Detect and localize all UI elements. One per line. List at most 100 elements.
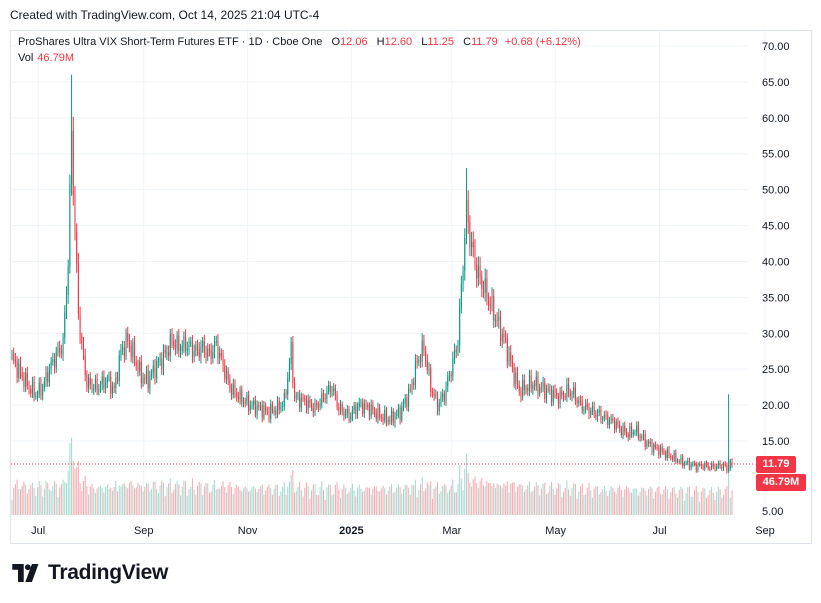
candle[interactable] <box>668 445 670 459</box>
candle[interactable] <box>687 457 689 466</box>
candle[interactable] <box>249 400 251 415</box>
candle[interactable] <box>149 370 151 395</box>
candle[interactable] <box>135 355 137 371</box>
tradingview-brand[interactable]: TradingView <box>12 561 168 585</box>
candle[interactable] <box>288 357 290 382</box>
candle[interactable] <box>93 383 95 395</box>
candle[interactable] <box>673 450 675 463</box>
candle[interactable] <box>353 401 355 414</box>
candle[interactable] <box>236 388 238 402</box>
candle[interactable] <box>472 231 474 258</box>
candle[interactable] <box>568 377 570 398</box>
candle[interactable] <box>515 367 517 391</box>
candle[interactable] <box>91 378 93 394</box>
candle[interactable] <box>455 345 457 359</box>
candle[interactable] <box>47 366 49 387</box>
candle[interactable] <box>43 377 45 392</box>
candle[interactable] <box>341 401 343 416</box>
candle[interactable] <box>627 431 629 442</box>
candle[interactable] <box>355 401 357 419</box>
candle[interactable] <box>426 354 428 375</box>
candle[interactable] <box>442 389 444 403</box>
candle[interactable] <box>168 345 170 362</box>
candle[interactable] <box>253 397 255 410</box>
candle[interactable] <box>561 386 563 400</box>
candle[interactable] <box>721 464 723 471</box>
candle[interactable] <box>607 411 609 429</box>
candle[interactable] <box>702 463 704 471</box>
candle[interactable] <box>169 328 171 362</box>
candle[interactable] <box>644 430 646 451</box>
candle[interactable] <box>18 358 20 382</box>
candle[interactable] <box>275 405 277 419</box>
candle[interactable] <box>700 461 702 469</box>
candle[interactable] <box>254 395 256 418</box>
candle[interactable] <box>486 269 488 306</box>
candle[interactable] <box>14 352 16 368</box>
candle[interactable] <box>13 347 15 365</box>
candle[interactable] <box>588 402 590 420</box>
candle[interactable] <box>234 379 236 399</box>
candle[interactable] <box>50 356 52 375</box>
candle[interactable] <box>534 380 536 391</box>
candle[interactable] <box>540 382 542 393</box>
candle[interactable] <box>166 345 168 361</box>
candle[interactable] <box>137 359 139 377</box>
candle[interactable] <box>508 346 510 367</box>
candle[interactable] <box>84 348 86 382</box>
candle[interactable] <box>37 390 39 402</box>
candle[interactable] <box>457 339 459 357</box>
candle[interactable] <box>622 422 624 440</box>
candle[interactable] <box>113 382 115 394</box>
candle[interactable] <box>120 343 122 361</box>
candle[interactable] <box>96 373 98 396</box>
candle[interactable] <box>656 443 658 451</box>
candle[interactable] <box>459 298 461 353</box>
candle[interactable] <box>202 337 204 353</box>
candle[interactable] <box>176 331 178 355</box>
candle[interactable] <box>105 377 107 394</box>
candle[interactable] <box>370 399 372 420</box>
candle[interactable] <box>314 398 316 416</box>
candle[interactable] <box>580 395 582 406</box>
candle[interactable] <box>123 341 125 363</box>
candle[interactable] <box>76 223 78 273</box>
candle[interactable] <box>712 460 714 469</box>
candle[interactable] <box>593 401 595 419</box>
candle[interactable] <box>111 381 113 399</box>
candle[interactable] <box>637 421 639 441</box>
candle[interactable] <box>193 344 195 363</box>
candle[interactable] <box>520 386 522 403</box>
candle[interactable] <box>416 354 418 369</box>
candle[interactable] <box>140 355 142 389</box>
candle[interactable] <box>322 389 324 403</box>
candle[interactable] <box>128 333 130 353</box>
candle[interactable] <box>64 305 66 345</box>
symbol-legend[interactable]: ProShares Ultra VIX Short-Term Futures E… <box>18 36 581 48</box>
candle[interactable] <box>225 365 227 385</box>
candle[interactable] <box>62 333 64 361</box>
candle[interactable] <box>162 344 164 376</box>
candle[interactable] <box>55 346 57 373</box>
candle[interactable] <box>648 438 650 448</box>
candle[interactable] <box>716 464 718 472</box>
candle[interactable] <box>151 368 153 381</box>
candle[interactable] <box>338 402 340 416</box>
candle[interactable] <box>489 296 491 315</box>
candle[interactable] <box>302 393 304 402</box>
candle[interactable] <box>60 344 62 359</box>
candle[interactable] <box>362 398 364 417</box>
candle[interactable] <box>319 398 321 411</box>
candle[interactable] <box>440 391 442 407</box>
candle[interactable] <box>511 355 513 373</box>
candle[interactable] <box>297 391 299 401</box>
candle[interactable] <box>45 366 47 387</box>
candle[interactable] <box>260 401 262 411</box>
candle[interactable] <box>629 422 631 440</box>
candle[interactable] <box>305 395 307 414</box>
candle[interactable] <box>428 362 430 376</box>
candle[interactable] <box>345 408 347 420</box>
candle[interactable] <box>619 420 621 433</box>
candle[interactable] <box>528 369 530 397</box>
candle[interactable] <box>406 393 408 411</box>
